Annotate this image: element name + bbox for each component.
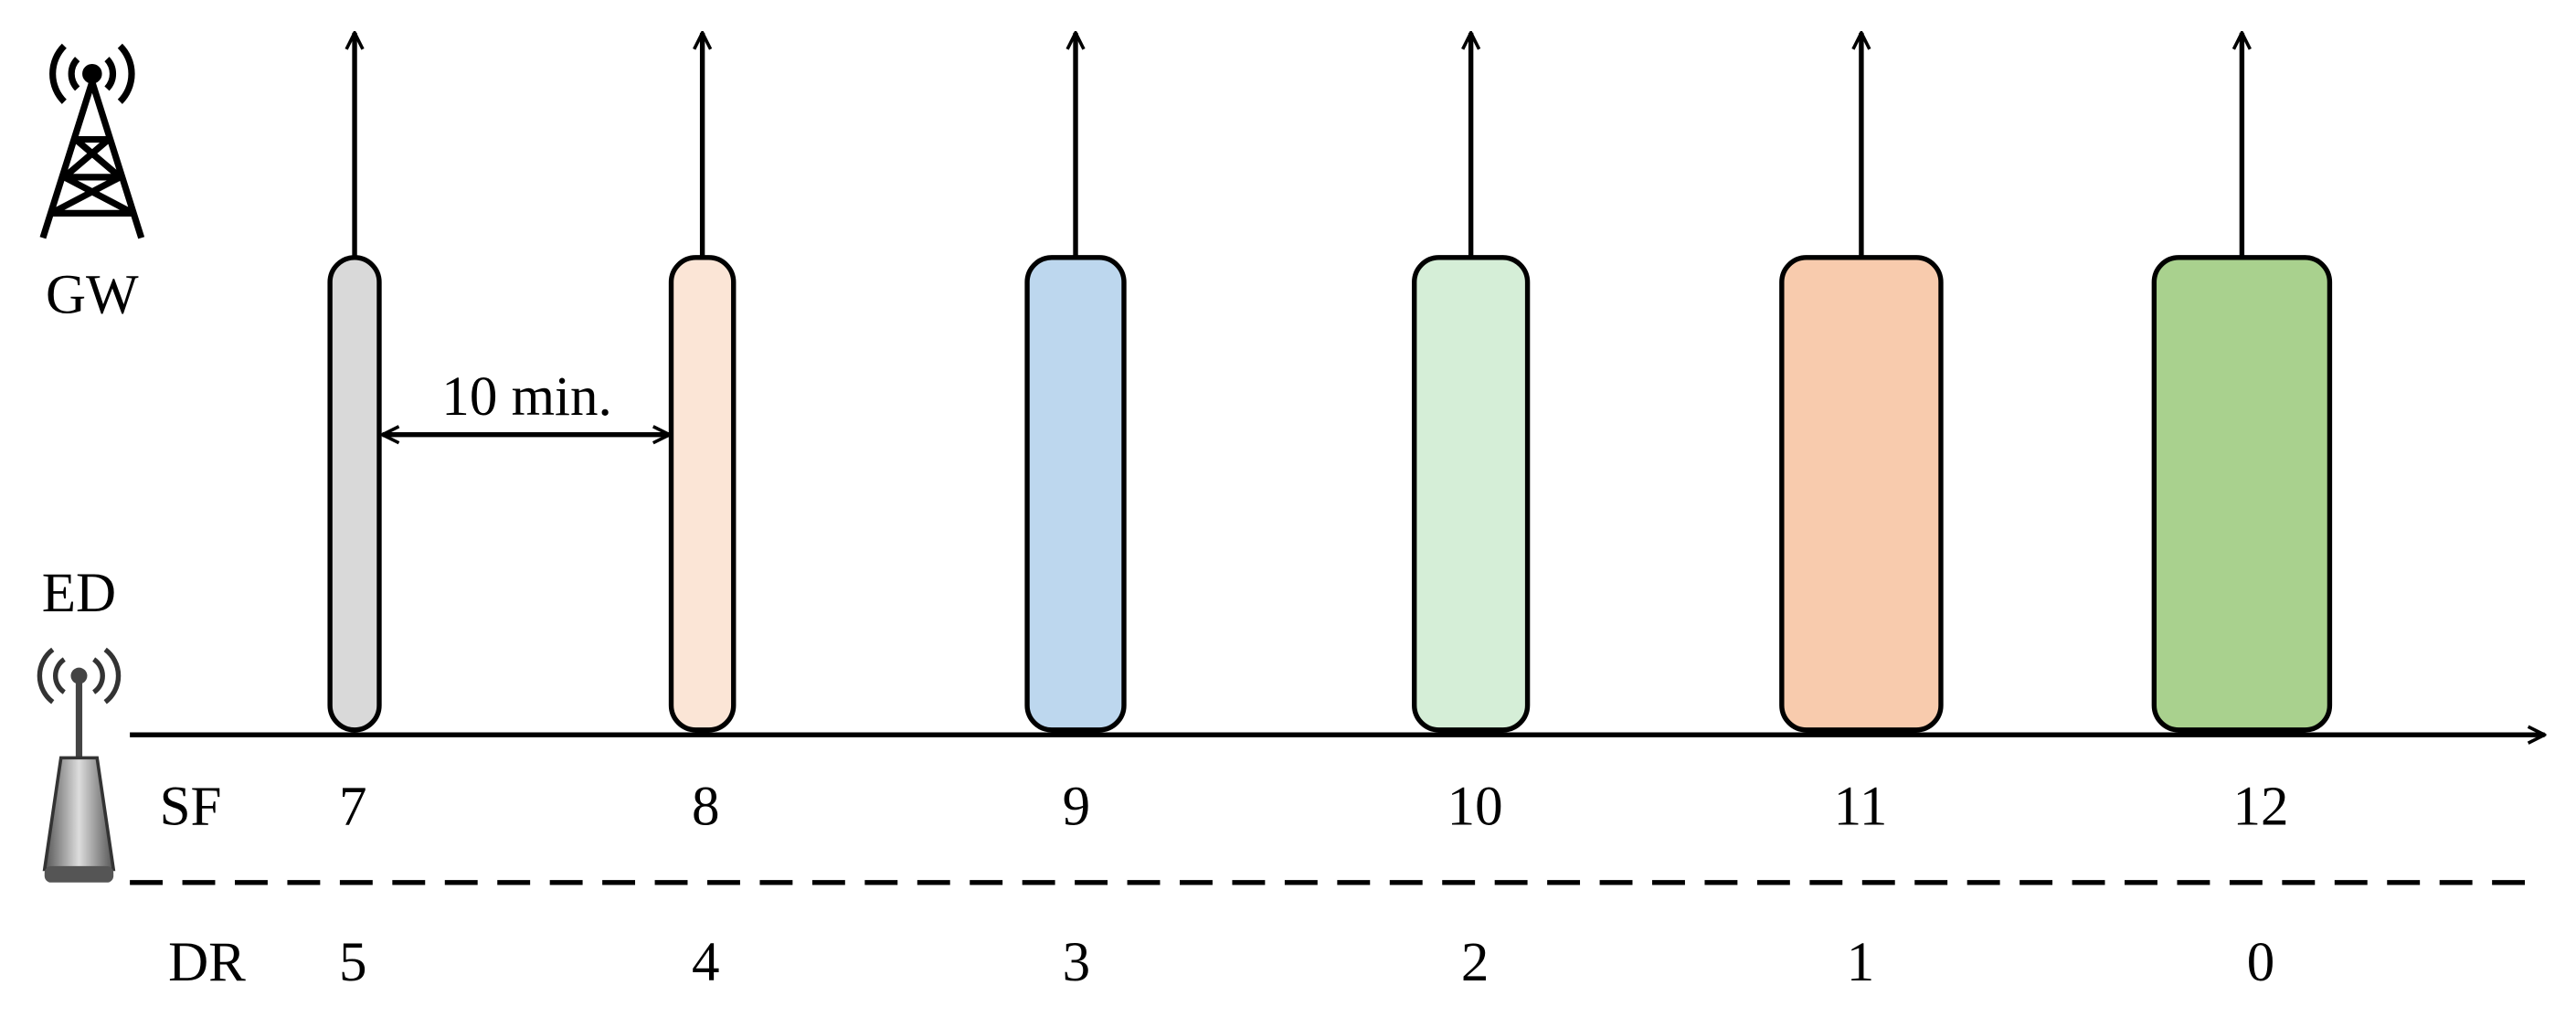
device-label: ED: [42, 563, 116, 624]
gateway-icon: [39, 43, 145, 239]
dr-value: 3: [1063, 932, 1091, 993]
device-icon: [37, 647, 122, 883]
packet: [1779, 255, 1944, 733]
packet: [327, 255, 382, 733]
sf-value: 12: [2233, 777, 2289, 838]
sf-value: 8: [692, 777, 720, 838]
dr-row-label: DR: [168, 932, 246, 993]
dr-value: 1: [1847, 932, 1875, 993]
sf-value: 7: [339, 777, 367, 838]
packet: [1412, 255, 1531, 733]
sf-value: 11: [1834, 777, 1888, 838]
dr-value: 5: [339, 932, 367, 993]
gateway-label: GW: [46, 265, 139, 326]
sf-value: 10: [1447, 777, 1503, 838]
dr-value: 0: [2247, 932, 2275, 993]
interval-label: 10 min.: [441, 366, 611, 428]
packet: [668, 255, 737, 733]
dr-value: 2: [1461, 932, 1489, 993]
sf-row-label: SF: [160, 777, 222, 838]
packet: [1024, 255, 1127, 733]
dr-value: 4: [692, 932, 720, 993]
sf-value: 9: [1063, 777, 1091, 838]
packet: [2151, 255, 2333, 733]
